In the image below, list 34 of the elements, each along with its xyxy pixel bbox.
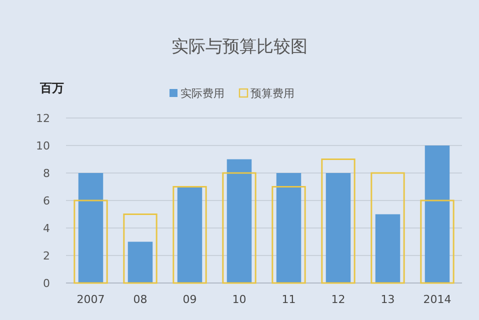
x-tick-label: 10 (232, 293, 246, 306)
bar (424, 146, 450, 283)
x-tick-label: 08 (133, 293, 148, 306)
x-tick-label: 09 (182, 293, 197, 306)
legend-label: 实际费用 (180, 87, 224, 100)
bar (321, 158, 356, 284)
y-tick-label: 8 (43, 167, 50, 180)
bar (172, 186, 207, 284)
x-tick-label: 12 (331, 293, 346, 306)
x-tick-label: 11 (282, 293, 296, 306)
x-tick-label: 2014 (423, 293, 452, 306)
bar (276, 173, 302, 283)
bar (375, 214, 400, 283)
chart-title: 实际与预算比较图 (172, 37, 308, 57)
y-tick-label: 12 (36, 112, 50, 125)
bar (226, 159, 252, 283)
x-tick-label: 13 (380, 293, 395, 306)
bar (420, 200, 454, 284)
y-tick-label: 2 (43, 250, 50, 262)
legend-label: 预算费用 (250, 87, 294, 100)
y-tick-label: 6 (43, 194, 50, 208)
bar (222, 172, 256, 284)
y-tick-label: 4 (43, 222, 50, 235)
bar (128, 242, 153, 283)
bar (74, 200, 108, 284)
bar (370, 172, 405, 284)
bar (78, 173, 104, 283)
bar (123, 214, 158, 284)
y-axis-title: 百万 (39, 81, 64, 95)
y-tick-label: 10 (36, 140, 50, 152)
x-tick-label: 2007 (76, 293, 105, 306)
bar (272, 186, 306, 284)
y-tick-label: 0 (43, 277, 50, 290)
bar (326, 173, 351, 283)
